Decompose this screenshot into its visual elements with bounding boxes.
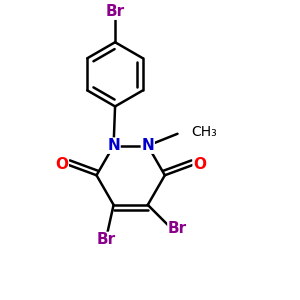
Text: CH₃: CH₃ — [191, 125, 217, 139]
Text: Br: Br — [106, 4, 124, 19]
Text: Br: Br — [168, 221, 187, 236]
Text: O: O — [193, 158, 206, 172]
Text: Br: Br — [97, 232, 116, 247]
Text: N: N — [107, 138, 120, 153]
Text: N: N — [141, 138, 154, 153]
Text: O: O — [55, 158, 68, 172]
